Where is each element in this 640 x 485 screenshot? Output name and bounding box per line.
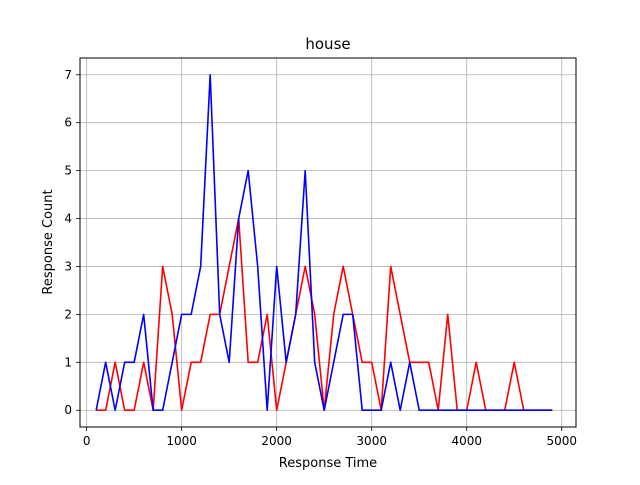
series-group (95, 73, 553, 412)
grid (80, 58, 576, 427)
y-tick-label: 2 (64, 307, 72, 321)
plot-frame (79, 57, 577, 428)
axis-ticks: 0 1000 2000 3000 4000 5000 0 1 2 3 4 5 6 7 (64, 68, 577, 448)
y-tick-label: 7 (64, 68, 72, 82)
y-axis-label: Response Count (41, 189, 56, 294)
y-tick-label: 3 (64, 259, 72, 273)
x-tick-label: 1000 (166, 434, 197, 448)
y-tick-label: 6 (64, 116, 72, 130)
y-tick-label: 1 (64, 355, 72, 369)
chart-title: house (305, 35, 350, 53)
x-axis-label: Response Time (279, 456, 377, 471)
x-tick-label: 4000 (451, 434, 482, 448)
y-tick-label: 5 (64, 164, 72, 178)
y-tick-label: 0 (64, 403, 72, 417)
x-tick-label: 0 (83, 434, 91, 448)
blue-series-line (95, 73, 553, 412)
x-tick-label: 5000 (546, 434, 577, 448)
x-tick-label: 2000 (261, 434, 292, 448)
y-tick-label: 4 (64, 212, 72, 226)
x-tick-label: 3000 (356, 434, 387, 448)
